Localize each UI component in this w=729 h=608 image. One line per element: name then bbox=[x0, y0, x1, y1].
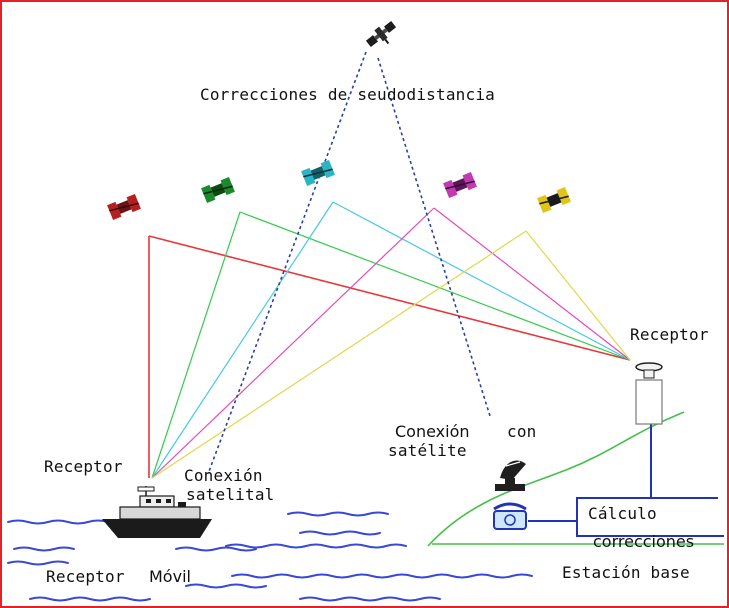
receptor-movil-label-b: Móvil bbox=[149, 567, 191, 586]
corrections-label: Correcciones de seudodistancia bbox=[200, 85, 495, 104]
magenta-signal-to-ship bbox=[151, 207, 435, 479]
water bbox=[7, 511, 533, 602]
signal-lines bbox=[148, 201, 631, 479]
wave bbox=[175, 546, 257, 552]
satellite-icon bbox=[443, 171, 477, 199]
conexion-satelital-label-2: satelital bbox=[186, 485, 275, 504]
estacion-base-label: Estación base bbox=[562, 563, 690, 582]
yellow-signal-to-ship bbox=[151, 230, 527, 479]
wave bbox=[7, 560, 69, 566]
yellow-signal-to-base bbox=[525, 230, 631, 361]
satellite-icon bbox=[107, 193, 141, 221]
wave bbox=[185, 583, 267, 589]
telephone-icon bbox=[493, 502, 527, 530]
green-signal-to-base bbox=[239, 211, 631, 361]
ship-icon bbox=[102, 486, 212, 538]
receptor-base-label: Receptor bbox=[630, 325, 709, 344]
downlink-from-station bbox=[377, 57, 491, 417]
hill-outline bbox=[427, 411, 685, 547]
satellite-icon bbox=[201, 176, 235, 204]
uplink-to-ship bbox=[207, 51, 367, 475]
magenta-signal-to-base bbox=[433, 207, 631, 361]
ground bbox=[427, 411, 724, 547]
cyan-signal-to-ship bbox=[151, 201, 334, 479]
satellite-links bbox=[207, 51, 491, 475]
cyan-signal-to-base bbox=[332, 201, 631, 361]
wave bbox=[13, 546, 75, 552]
receptor-ship-label: Receptor bbox=[44, 457, 123, 476]
satellite-icon bbox=[537, 186, 571, 214]
wave bbox=[231, 573, 533, 579]
satellite-icon bbox=[365, 20, 397, 48]
receptor-movil-label-a: Receptor bbox=[46, 567, 125, 586]
satellite-dish-icon bbox=[495, 460, 526, 491]
wave bbox=[225, 543, 407, 549]
wave bbox=[299, 530, 381, 536]
wave bbox=[7, 519, 109, 525]
wave bbox=[29, 596, 151, 602]
satellite-icon bbox=[301, 159, 335, 187]
calc-box bbox=[576, 497, 724, 537]
correcciones-label: correcciones bbox=[593, 532, 695, 551]
conexion-satelital-label-1: Conexión bbox=[184, 466, 263, 485]
wave bbox=[287, 511, 389, 517]
red-signal-to-base bbox=[148, 235, 631, 361]
conexion-con-label-b: con bbox=[507, 422, 537, 441]
calculo-label: Cálculo bbox=[588, 504, 657, 523]
green-signal-to-ship bbox=[151, 211, 241, 479]
satelite-label: satélite bbox=[388, 441, 467, 460]
conexion-con-label-a: Conexión bbox=[395, 422, 470, 441]
antenna-icon bbox=[635, 362, 663, 425]
station-wiring bbox=[528, 424, 724, 537]
wave bbox=[299, 596, 441, 602]
